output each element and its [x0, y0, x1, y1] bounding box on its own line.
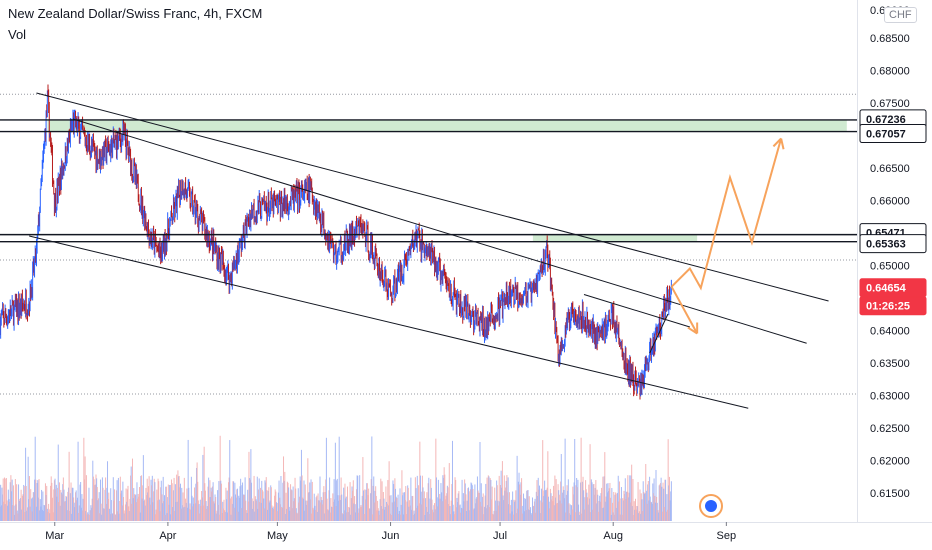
zone-rect: [47, 119, 847, 132]
time-tick-label: Mar: [45, 530, 64, 542]
time-tick-label: Sep: [717, 530, 737, 542]
level-tag-bg: [859, 124, 927, 144]
countdown-tag: 01:26:25: [866, 301, 910, 313]
price-tick-label: 0.64000: [870, 325, 910, 337]
trend-line: [72, 118, 807, 344]
time-tick-label: Apr: [159, 530, 176, 542]
trend-lines: [29, 92, 829, 409]
arrow-head: [687, 326, 698, 335]
price-tick-label: 0.68500: [870, 33, 910, 45]
supply-zones: [47, 119, 847, 242]
volume-label: Vol: [8, 27, 27, 42]
level-tag: 0.65363: [866, 239, 906, 251]
current-price-tag: 0.64654: [866, 283, 907, 295]
horizontal-levels: [0, 119, 857, 243]
trend-line: [583, 294, 690, 328]
time-tick-label: Jul: [493, 530, 507, 542]
dotted-levels: [0, 93, 857, 395]
price-tick-label: 0.65000: [870, 260, 910, 272]
price-tick-label: 0.63000: [870, 390, 910, 402]
tradingview-logo: [699, 494, 723, 518]
logo-inner: [705, 500, 717, 512]
price-tick-label: 0.63500: [870, 358, 910, 370]
price-tick-label: 0.62000: [870, 455, 910, 467]
price-tags: 0.672360.670570.654710.653630.6465401:26…: [859, 109, 927, 316]
projection-path: [670, 138, 783, 291]
arrow-head: [780, 138, 785, 150]
trend-line: [29, 235, 749, 409]
level-tag: 0.67236: [866, 114, 906, 126]
currency-badge[interactable]: CHF: [884, 7, 917, 23]
price-tick-label: 0.66500: [870, 163, 910, 175]
trend-line: [36, 92, 829, 302]
price-tick-label: 0.68000: [870, 65, 910, 77]
time-tick-label: Jun: [382, 530, 400, 542]
time-axis[interactable]: Mar Apr May Jun Jul Aug Sep: [45, 522, 736, 542]
time-tick-label: May: [267, 530, 288, 542]
arrow-head: [772, 137, 782, 148]
zone-rect: [532, 234, 698, 242]
price-tick-label: 0.62500: [870, 423, 910, 435]
time-tick-label: Aug: [603, 530, 623, 542]
projection-arrows: [670, 137, 785, 335]
countdown-tag-bg: [859, 296, 927, 316]
level-tag-bg: [859, 234, 927, 254]
trend-line: [649, 313, 669, 354]
projection-path: [670, 286, 699, 334]
price-tick-label: 0.67500: [870, 98, 910, 110]
price-tick-label: 0.66000: [870, 195, 910, 207]
price-tick-label: 0.61500: [870, 488, 910, 500]
level-tag: 0.67057: [866, 129, 906, 141]
chart-title: New Zealand Dollar/Swiss Franc, 4h, FXCM: [8, 6, 263, 21]
volume-bars: [0, 435, 672, 521]
